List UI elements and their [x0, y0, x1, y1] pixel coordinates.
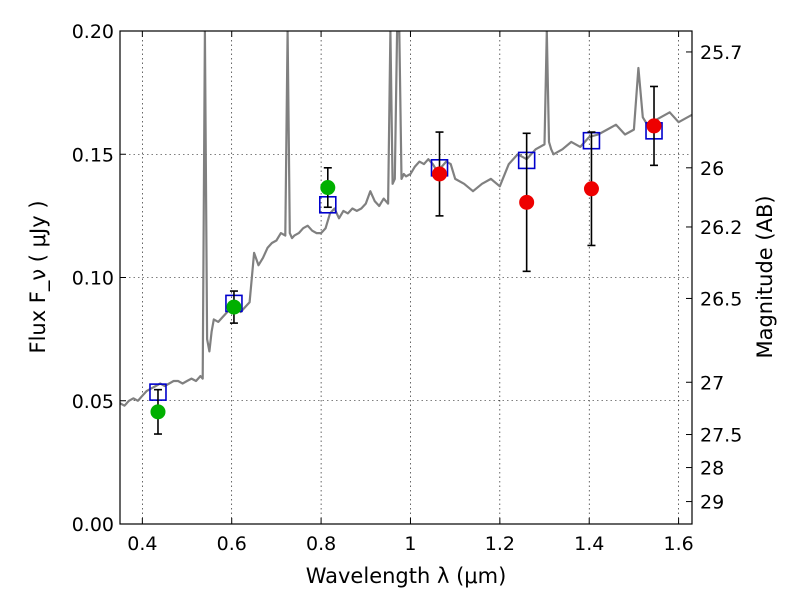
- y2-tick-label: 27.5: [700, 425, 742, 447]
- x-tick-label: 0.8: [306, 533, 336, 555]
- y-tick-label: 0.00: [72, 514, 114, 536]
- axis-ticks: 0.4 0.6 0.8 1 1.2 1.4 1.6 0.00 0.05 0.10 0.15 0.20 2…: [72, 21, 743, 555]
- y2-tick-label: 26: [700, 158, 724, 180]
- x-tick-label: 0.6: [217, 533, 247, 555]
- observed-flux-point: [226, 299, 242, 315]
- x-tick-label: 1.2: [485, 533, 515, 555]
- model-spectrum-line: [120, 31, 692, 407]
- observed-flux-point: [519, 194, 535, 210]
- plot-area: [120, 31, 692, 435]
- x-tick-label: 1.6: [663, 533, 693, 555]
- y2-tick-label: 26.2: [700, 217, 742, 239]
- x-tick-label: 1.4: [574, 533, 604, 555]
- y-tick-label: 0.10: [72, 268, 114, 290]
- y2-tick-label: 25.7: [700, 42, 742, 64]
- y2-tick-label: 29: [700, 492, 724, 514]
- observed-flux-point: [320, 180, 336, 196]
- y-axis-label: Flux F_ν ( μJy ): [26, 200, 51, 353]
- x-tick-label: 0.4: [127, 533, 157, 555]
- y2-axis-label: Magnitude (AB): [753, 195, 777, 358]
- y2-tick-label: 28: [700, 458, 724, 480]
- x-axis-label: Wavelength λ (μm): [306, 564, 507, 588]
- y-tick-label: 0.05: [72, 391, 114, 413]
- grid-lines: [120, 31, 692, 524]
- observed-flux-point: [646, 118, 662, 134]
- y2-tick-label: 26.5: [700, 288, 742, 310]
- y-tick-label: 0.15: [72, 144, 114, 166]
- y-tick-label: 0.20: [72, 21, 114, 43]
- y2-tick-label: 27: [700, 372, 724, 394]
- observed-flux-point: [432, 166, 448, 182]
- observed-flux-point: [583, 181, 599, 197]
- observed-flux-point: [150, 404, 166, 420]
- x-tick-label: 1: [404, 533, 416, 555]
